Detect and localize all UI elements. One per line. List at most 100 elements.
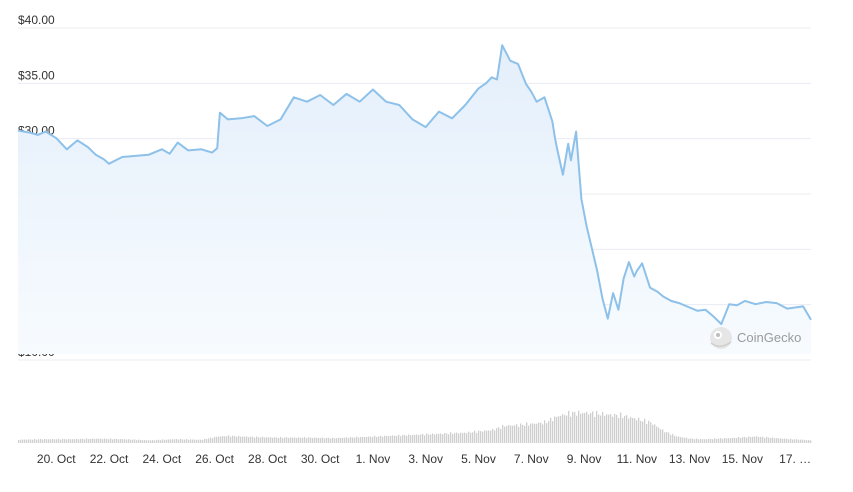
- volume-bar: [496, 428, 498, 443]
- volume-bar: [260, 437, 262, 443]
- volume-bar: [686, 437, 688, 443]
- volume-bar: [248, 437, 250, 443]
- volume-bar: [484, 430, 486, 443]
- volume-bar: [374, 435, 376, 443]
- volume-bar: [232, 435, 234, 443]
- volume-bar: [488, 430, 490, 443]
- volume-bar: [284, 437, 286, 443]
- volume-bar: [280, 436, 282, 443]
- volume-bar: [740, 438, 742, 443]
- volume-bar: [742, 437, 744, 443]
- volume-bar: [744, 436, 746, 443]
- x-tick-label: 9. Nov: [567, 452, 602, 466]
- volume-bar: [382, 436, 384, 443]
- x-tick-label: 5. Nov: [461, 452, 496, 466]
- volume-bar: [482, 431, 484, 443]
- volume-bar: [684, 437, 686, 443]
- volume-bar: [558, 416, 560, 443]
- volume-bar: [300, 437, 302, 443]
- volume-bar: [58, 438, 60, 443]
- volume-bar: [610, 414, 612, 443]
- volume-bar: [426, 433, 428, 443]
- volume-bar: [698, 439, 700, 443]
- volume-bar: [660, 429, 662, 443]
- volume-bar: [670, 434, 672, 443]
- volume-bar: [36, 439, 38, 443]
- volume-bar: [380, 435, 382, 443]
- volume-bar: [68, 438, 70, 443]
- volume-bar: [98, 438, 100, 443]
- volume-bar: [424, 435, 426, 443]
- volume-bar: [242, 436, 244, 443]
- volume-bar: [40, 439, 42, 443]
- volume-bar: [766, 436, 768, 443]
- volume-bar: [394, 435, 396, 443]
- volume-bar: [264, 437, 266, 443]
- volume-bar: [204, 438, 206, 443]
- volume-bar: [738, 437, 740, 443]
- volume-bar: [230, 436, 232, 443]
- volume-bar: [218, 436, 220, 443]
- volume-bar: [572, 411, 574, 443]
- volume-bar: [804, 439, 806, 443]
- price-line-layer: [17, 44, 812, 326]
- volume-bar: [802, 439, 804, 443]
- volume-bar: [288, 437, 290, 443]
- volume-bar: [570, 416, 572, 443]
- volume-bar: [70, 439, 72, 443]
- volume-bar: [84, 439, 86, 443]
- volume-bar: [598, 414, 600, 443]
- volume-bar: [788, 439, 790, 443]
- volume-bar: [18, 440, 20, 443]
- volume-bar: [452, 434, 454, 443]
- volume-bar: [124, 439, 126, 443]
- volume-bar: [56, 439, 58, 443]
- volume-bar: [678, 436, 680, 443]
- volume-bar: [112, 439, 114, 443]
- volume-bar: [768, 437, 770, 443]
- volume-bar: [314, 437, 316, 443]
- volume-bar: [368, 436, 370, 443]
- volume-bar: [104, 438, 106, 443]
- volume-bar: [564, 415, 566, 443]
- volume-bar: [760, 436, 762, 443]
- volume-bar: [480, 431, 482, 443]
- volume-bar: [506, 426, 508, 443]
- volume-bar: [526, 422, 528, 443]
- volume-bar: [706, 439, 708, 443]
- volume-bar: [710, 438, 712, 443]
- volume-bar: [370, 436, 372, 443]
- volume-bar: [386, 436, 388, 443]
- volume-bar: [122, 439, 124, 443]
- volume-bar: [636, 420, 638, 443]
- volume-bar: [594, 416, 596, 443]
- volume-bar: [630, 416, 632, 443]
- volume-bar: [392, 435, 394, 443]
- volume-bar: [536, 423, 538, 443]
- volume-bar: [562, 414, 564, 443]
- volume-bar: [542, 424, 544, 443]
- volume-bar: [30, 439, 32, 443]
- volume-bar: [262, 436, 264, 443]
- x-tick-label: 11. Nov: [617, 452, 657, 466]
- volume-bar: [338, 437, 340, 443]
- volume-bar: [304, 437, 306, 443]
- volume-bar: [32, 439, 34, 443]
- volume-bar: [448, 434, 450, 443]
- volume-bar: [214, 436, 216, 443]
- volume-bar: [20, 439, 22, 443]
- volume-bar: [442, 434, 444, 443]
- volume-bar: [312, 437, 314, 443]
- volume-bar: [422, 433, 424, 443]
- volume-bar: [694, 439, 696, 443]
- volume-bar: [758, 436, 760, 443]
- volume-bar: [750, 437, 752, 443]
- x-tick-label: 26. Oct: [195, 452, 234, 466]
- volume-bar: [186, 439, 188, 443]
- volume-bar: [454, 433, 456, 443]
- x-tick-label: 7. Nov: [514, 452, 549, 466]
- volume-bar: [682, 437, 684, 443]
- volume-bar: [428, 434, 430, 443]
- volume-bar: [602, 411, 604, 443]
- volume-bar: [130, 439, 132, 443]
